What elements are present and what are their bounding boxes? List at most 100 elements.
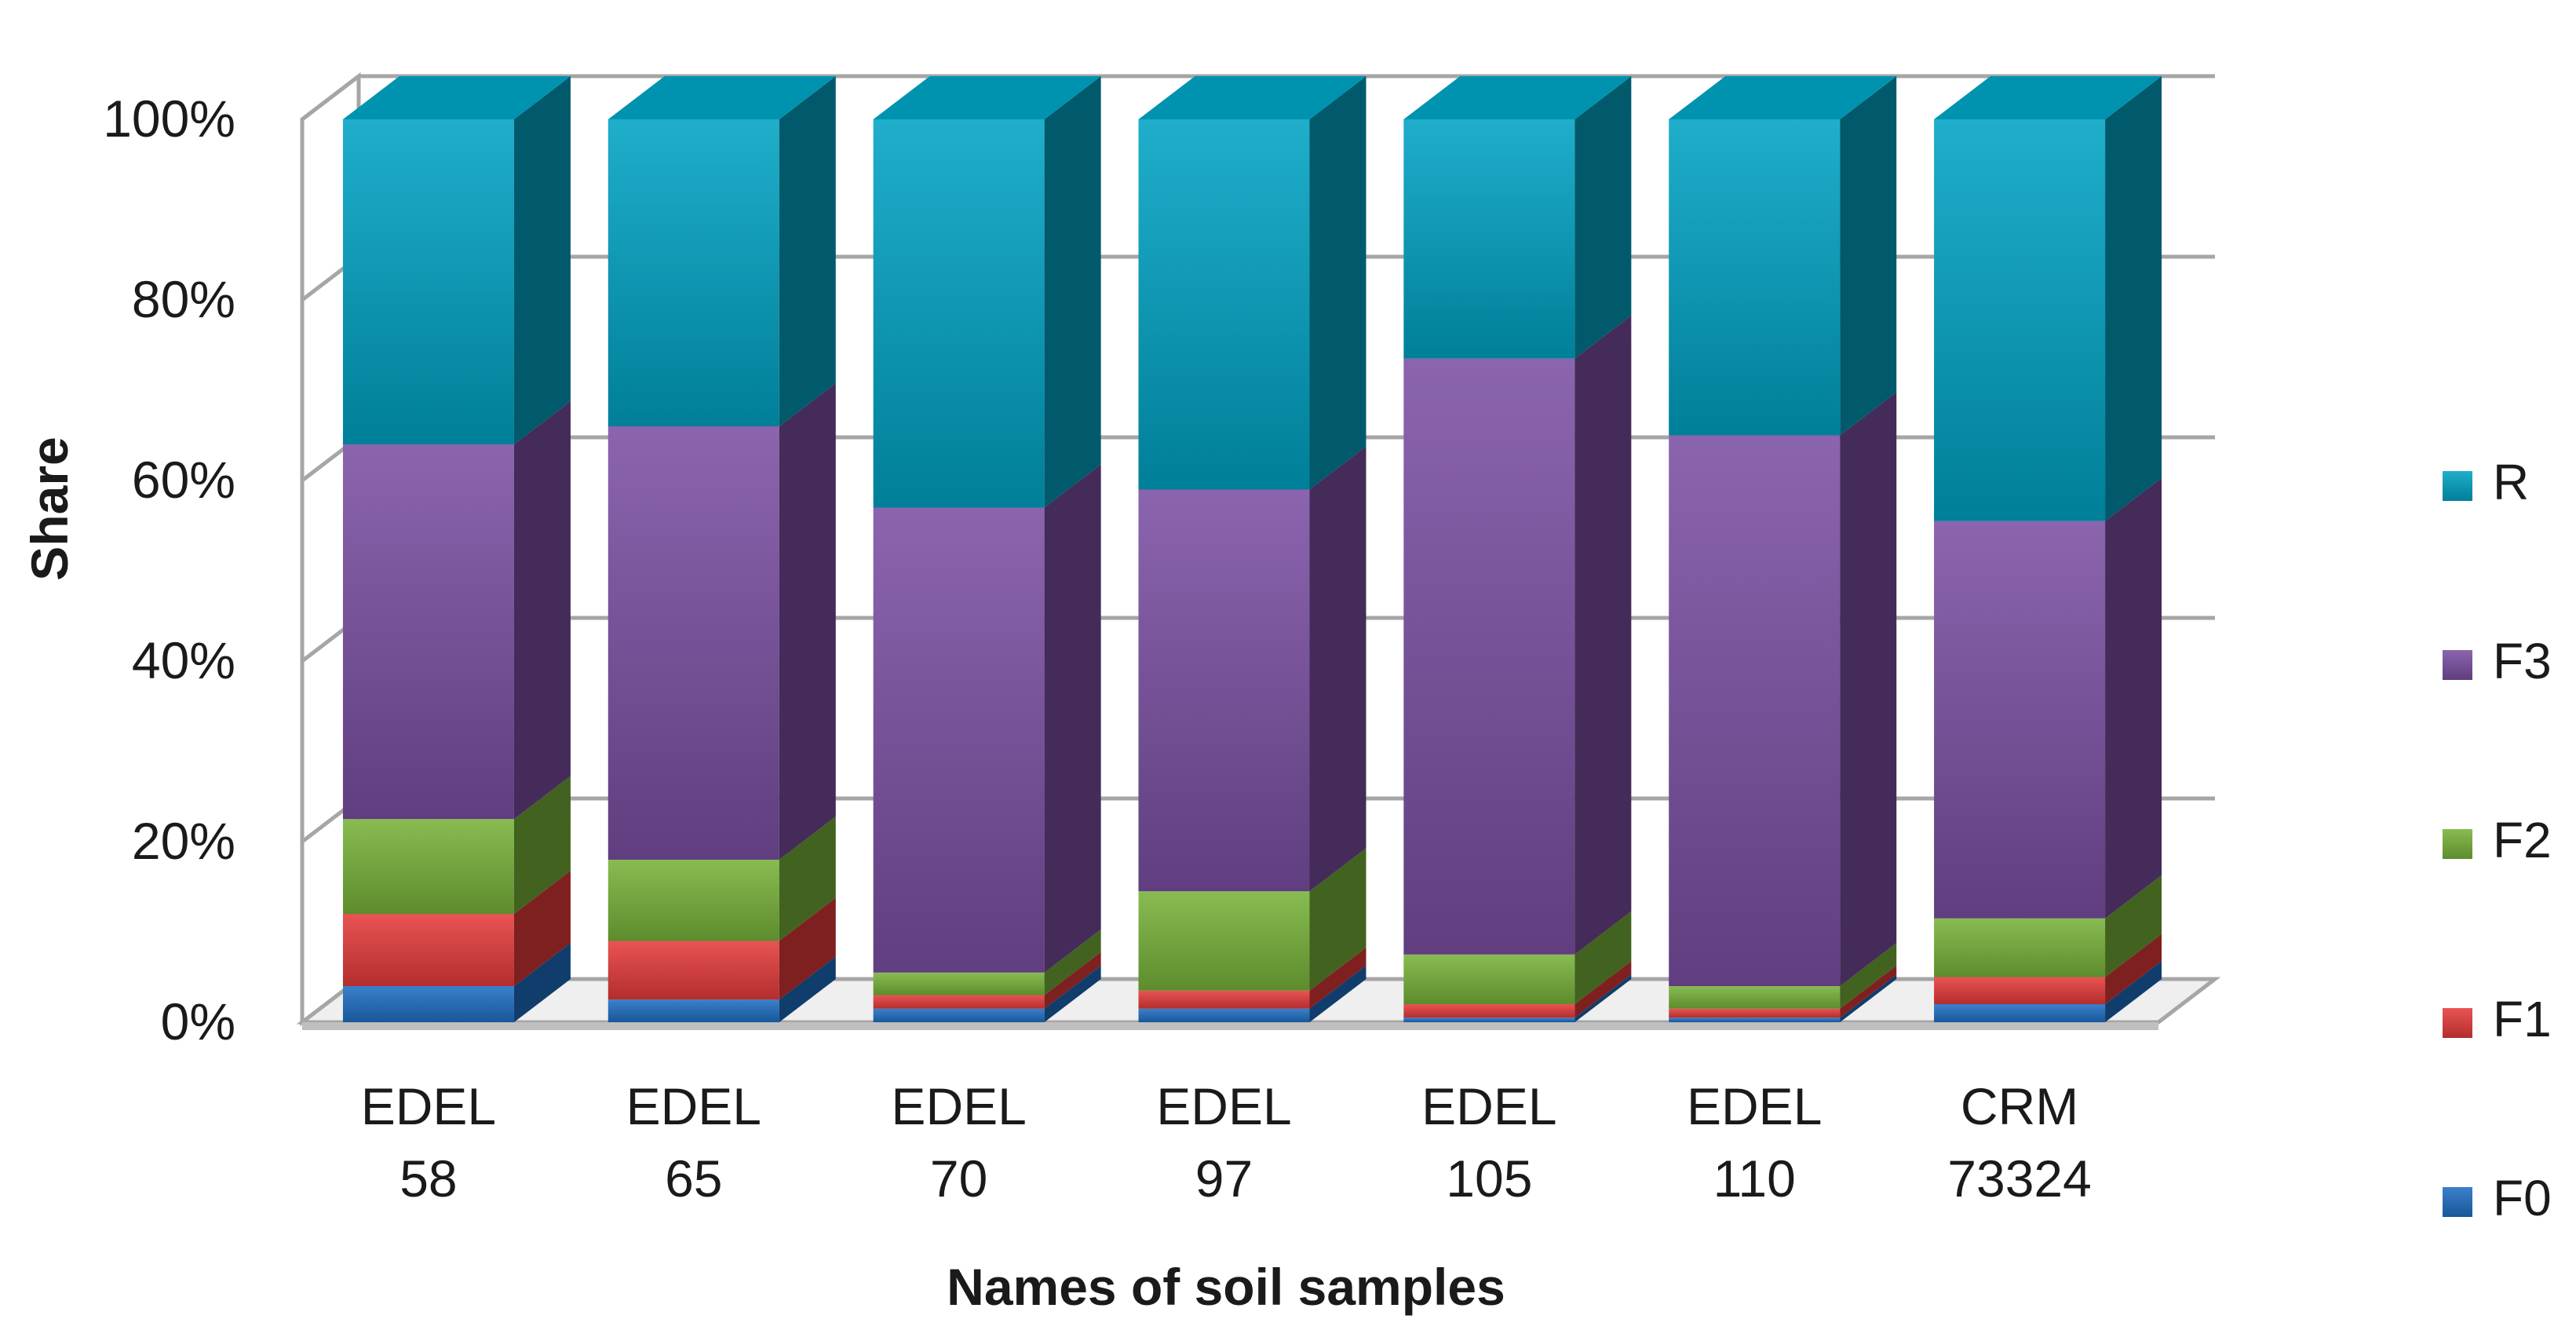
bar-side-f2 — [1309, 848, 1366, 991]
bar-top-r — [1669, 76, 1897, 119]
bar-side-r — [1574, 76, 1632, 359]
bar-segment-f3 — [608, 426, 779, 860]
bar-side-f3 — [1044, 464, 1101, 973]
x-category-label: EDEL 65 — [626, 1077, 761, 1208]
x-category-line: 65 — [665, 1149, 722, 1208]
x-category-line: EDEL — [1156, 1077, 1291, 1135]
bar-side-f3 — [1574, 315, 1632, 955]
x-category-label: EDEL 58 — [361, 1077, 496, 1208]
bar-side-f1 — [2105, 934, 2162, 1004]
y-tick-label: 60% — [132, 451, 235, 509]
legend-label-f0: F0 — [2493, 1170, 2552, 1226]
bar-side-f0 — [1840, 974, 1897, 1022]
bar-stack — [342, 76, 571, 1022]
bar-segment-r — [1403, 119, 1575, 359]
legend-label-r: R — [2493, 454, 2529, 510]
bar-side-f3 — [513, 401, 571, 820]
bar-side-r — [779, 76, 836, 426]
bar-side-f2 — [779, 817, 836, 941]
bar-stack — [1138, 76, 1366, 1022]
bar-side-f3 — [1309, 446, 1366, 892]
bar-segment-f3 — [1934, 521, 2106, 919]
y-tick-label: 100% — [103, 90, 235, 148]
bars — [342, 76, 2162, 1022]
y-tick-label: 80% — [132, 270, 235, 328]
legend: R F3 F2 F1 F0 — [2443, 454, 2552, 1226]
bar-segment-f2 — [608, 860, 779, 941]
bar-side-f3 — [2105, 477, 2162, 919]
legend-label-f1: F1 — [2493, 991, 2552, 1047]
bar-side-f0 — [1309, 965, 1366, 1022]
bar-segment-f0 — [1138, 1008, 1310, 1022]
bar-segment-f1 — [1138, 990, 1310, 1009]
bar-stack — [1934, 76, 2162, 1022]
bar-side-f2 — [1574, 911, 1632, 1004]
legend-swatch-f2 — [2443, 829, 2472, 859]
bar-segment-f1 — [1934, 977, 2106, 1004]
bar-top-r — [1138, 76, 1366, 119]
bar-top-r — [873, 76, 1101, 119]
bar-side-f1 — [1574, 961, 1632, 1018]
bar-side-f3 — [1840, 392, 1897, 986]
bar-segment-f1 — [1669, 1008, 1841, 1018]
bar-segment-r — [342, 119, 514, 444]
x-category-line: EDEL — [626, 1077, 761, 1135]
x-category-line: 97 — [1195, 1149, 1253, 1208]
bar-side-f1 — [1044, 952, 1101, 1009]
bar-segment-f0 — [1669, 1018, 1841, 1022]
bar-side-f0 — [513, 943, 571, 1022]
bar-side-f1 — [1840, 965, 1897, 1018]
bar-side-r — [1309, 76, 1366, 490]
x-category-label: EDEL 110 — [1687, 1077, 1822, 1208]
bar-segment-f0 — [1403, 1018, 1575, 1022]
bar-side-f2 — [1840, 943, 1897, 1009]
x-category-line: 70 — [930, 1149, 987, 1208]
bar-stack — [608, 76, 836, 1022]
legend-swatch-f1 — [2443, 1008, 2472, 1038]
x-category-line: EDEL — [361, 1077, 496, 1135]
bar-side-f1 — [513, 871, 571, 986]
bar-stack — [1669, 76, 1897, 1022]
bar-side-f2 — [2105, 875, 2162, 977]
bar-side-f2 — [513, 776, 571, 914]
bar-segment-f2 — [1138, 891, 1310, 991]
legend-swatch-r — [2443, 471, 2472, 501]
bar-segment-r — [1669, 119, 1841, 436]
y-tick-label: 0% — [161, 992, 235, 1051]
x-category-line: EDEL — [1687, 1077, 1822, 1135]
bar-top-r — [608, 76, 836, 119]
bar-segment-f1 — [608, 941, 779, 1000]
bar-segment-f0 — [1934, 1004, 2106, 1022]
x-category-line: 105 — [1446, 1149, 1532, 1208]
bar-top-r — [1934, 76, 2162, 119]
y-tick-label: 20% — [132, 812, 235, 870]
y-axis-title: Share — [20, 437, 78, 580]
bar-segment-r — [873, 119, 1045, 508]
bar-side-f0 — [2105, 961, 2162, 1022]
bar-segment-r — [1138, 119, 1310, 490]
y-tick-label: 40% — [132, 631, 235, 689]
x-axis-categories: EDEL 58 EDEL 65 EDEL 70 EDEL 97 EDEL 105 EDEL 110 CR… — [361, 1077, 2092, 1208]
legend-label-f3: F3 — [2493, 633, 2552, 689]
bar-segment-f3 — [873, 507, 1045, 973]
bar-side-f0 — [779, 956, 836, 1022]
x-category-label: EDEL 70 — [891, 1077, 1026, 1208]
bar-segment-f2 — [873, 972, 1045, 996]
y-axis-ticks: 0% 20% 40% 60% 80% 100% — [103, 90, 235, 1051]
bar-segment-r — [1934, 119, 2106, 521]
floor-edge — [302, 1022, 2158, 1030]
bar-top-r — [342, 76, 571, 119]
bar-top-r — [1403, 76, 1632, 119]
bar-segment-f2 — [1934, 918, 2106, 977]
bar-segment-f3 — [1669, 435, 1841, 986]
bar-side-r — [2105, 76, 2162, 521]
bar-segment-f1 — [1403, 1004, 1575, 1018]
bar-segment-f2 — [342, 819, 514, 914]
bar-segment-f0 — [342, 986, 514, 1022]
bar-side-r — [513, 76, 571, 444]
bar-stack — [873, 76, 1101, 1022]
bar-side-f3 — [779, 383, 836, 860]
bar-segment-f0 — [608, 999, 779, 1022]
legend-swatch-f0 — [2443, 1187, 2472, 1217]
x-category-label: CRM 73324 — [1947, 1077, 2092, 1208]
